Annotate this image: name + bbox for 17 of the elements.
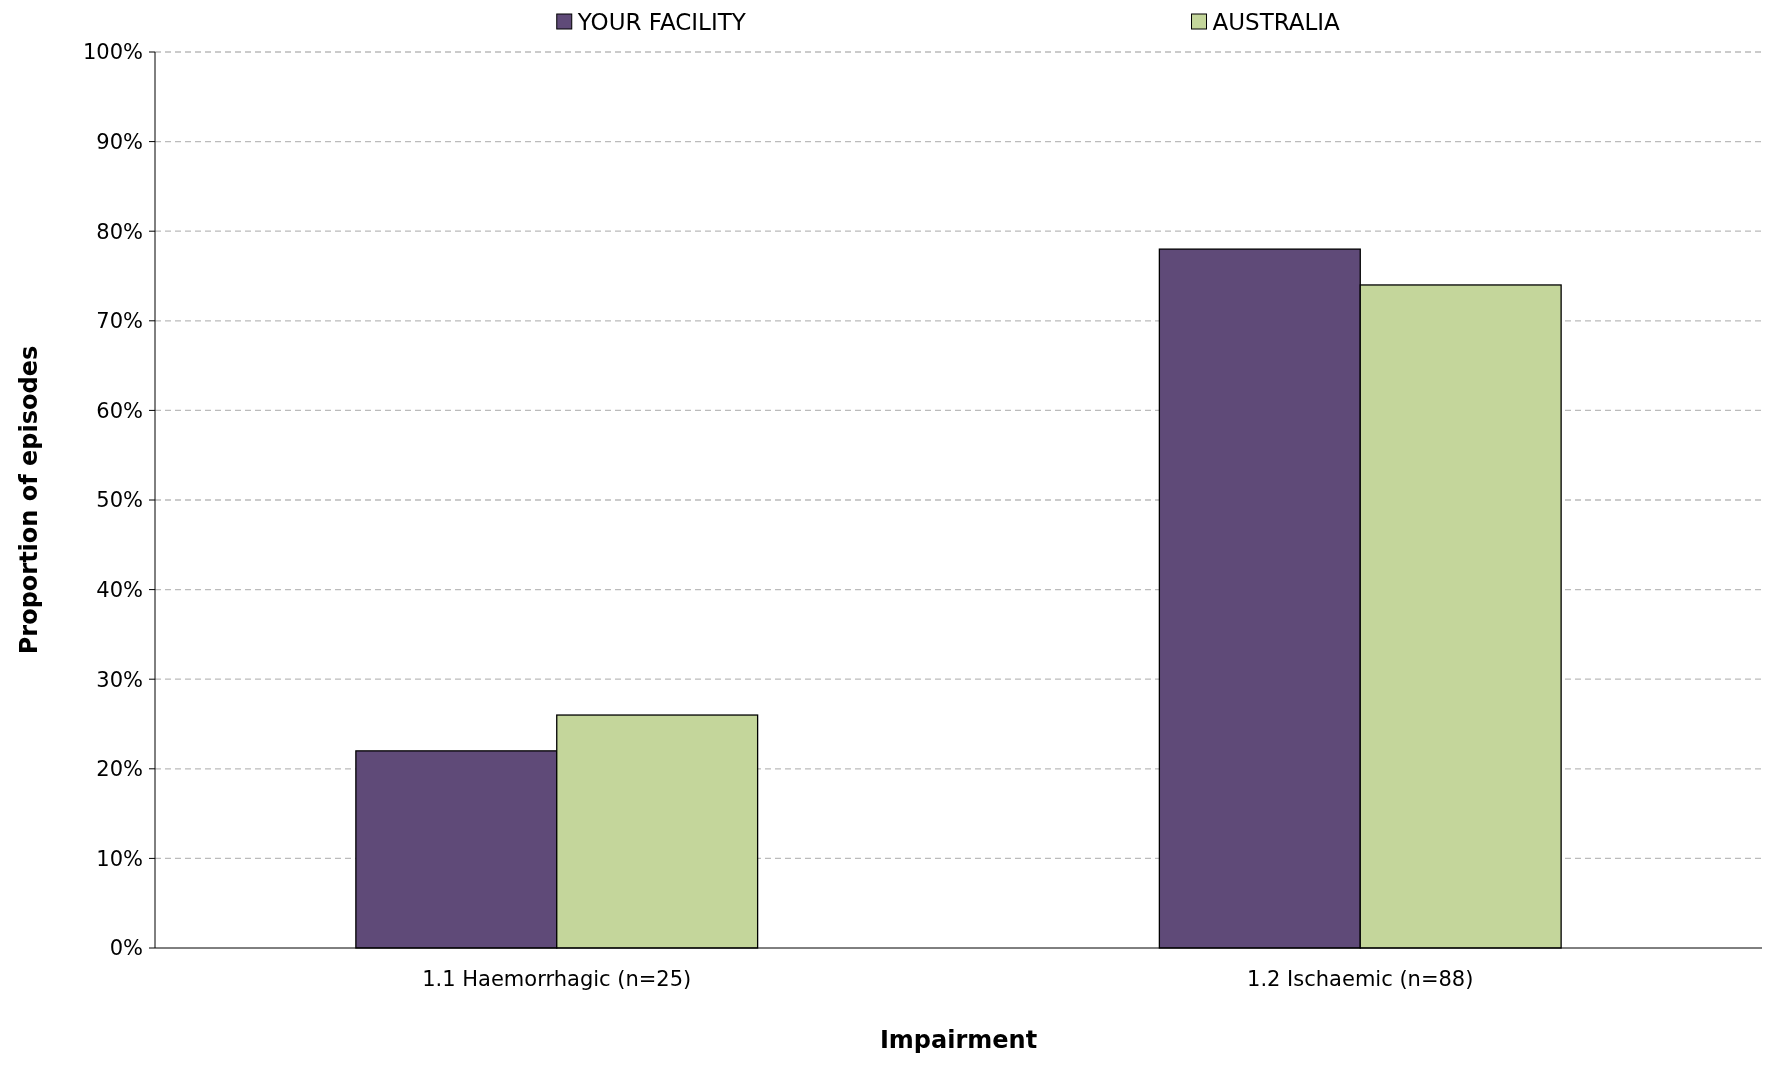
x-tick-label: 1.2 Ischaemic (n=88) xyxy=(1247,967,1474,991)
y-tick-label: 0% xyxy=(109,936,143,961)
y-tick-label: 20% xyxy=(96,757,143,782)
y-tick-label: 10% xyxy=(96,846,143,871)
y-tick-label: 70% xyxy=(96,309,143,334)
legend-label: YOUR FACILITY xyxy=(576,9,747,36)
y-axis-title: Proportion of episodes xyxy=(15,345,43,655)
y-tick-label: 100% xyxy=(82,40,143,65)
y-tick-label: 80% xyxy=(96,219,143,244)
y-tick-label: 90% xyxy=(96,129,143,154)
y-tick-label: 40% xyxy=(96,577,143,602)
x-tick-label: 1.1 Haemorrhagic (n=25) xyxy=(422,967,692,991)
y-tick-label: 50% xyxy=(96,488,143,513)
y-tick-label: 60% xyxy=(96,398,143,423)
y-tick-label: 30% xyxy=(96,667,143,692)
legend-label: AUSTRALIA xyxy=(1212,9,1341,36)
x-axis-title: Impairment xyxy=(879,1026,1038,1054)
